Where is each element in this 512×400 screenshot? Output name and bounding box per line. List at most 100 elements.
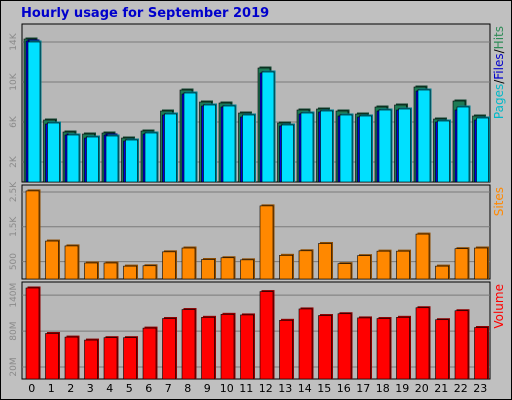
bar-pages-2 [66, 134, 80, 183]
y-tick-label-0-2: 10K [9, 72, 19, 90]
x-tick-label-15: 15 [317, 382, 331, 395]
y-tick-label-2-1: 80M [9, 321, 19, 340]
bar-sites-0 [25, 190, 40, 280]
bar-volume-7 [162, 318, 176, 380]
legend-0: Pages/Files/Hits [492, 26, 506, 119]
bar-volume-14 [298, 308, 313, 380]
bar-pages-23 [476, 117, 489, 183]
bar-pages-4 [105, 135, 119, 183]
bar-sites-2 [64, 245, 79, 280]
bar-volume-16 [337, 313, 352, 380]
bar-volume-8 [181, 309, 196, 380]
bar-sites-16 [337, 263, 352, 280]
bar-sites-20 [415, 233, 430, 280]
plot-area-2 [21, 281, 491, 380]
bar-sites-22 [454, 248, 469, 280]
bar-pages-5 [125, 139, 138, 183]
y-tick-label-2-0: 20M [9, 357, 19, 376]
x-tick-label-19: 19 [395, 382, 409, 395]
y-tick-label-0-1: 6K [9, 115, 19, 128]
bar-sites-1 [45, 240, 59, 280]
bar-sites-11 [240, 259, 254, 280]
chart-title: Hourly usage for September 2019 [21, 6, 270, 21]
bar-volume-4 [103, 337, 118, 380]
legend-2: Volume [492, 284, 506, 329]
x-tick-label-16: 16 [337, 382, 351, 395]
bar-pages-21 [437, 120, 450, 183]
y-tick-label-2-2: 140M [9, 283, 19, 308]
x-tick-label-8: 8 [184, 382, 191, 395]
y-tick-label-0-0: 2K [9, 155, 19, 168]
x-tick-label-5: 5 [126, 382, 133, 395]
bar-sites-18 [376, 250, 391, 280]
bar-pages-22 [456, 106, 470, 183]
bar-volume-5 [123, 337, 137, 380]
bar-sites-15 [318, 243, 332, 280]
bar-volume-12 [259, 291, 274, 380]
legend-entry-0-0: Pages [492, 84, 506, 119]
bar-pages-18 [378, 109, 392, 183]
bar-volume-11 [240, 314, 254, 380]
bar-volume-19 [396, 317, 410, 380]
x-tick-label-6: 6 [145, 382, 152, 395]
bar-volume-15 [318, 315, 332, 380]
legend-entry-0-2: Files [492, 53, 506, 79]
bar-volume-17 [357, 317, 371, 380]
bar-pages-16 [339, 114, 353, 183]
plot-area-1 [21, 184, 491, 280]
x-tick-label-4: 4 [106, 382, 113, 395]
bar-pages-14 [300, 112, 314, 183]
y-tick-label-1-2: 2.5K [9, 181, 19, 202]
bar-pages-6 [144, 132, 158, 183]
x-tick-label-10: 10 [220, 382, 234, 395]
y-tick-label-1-1: 1.5K [9, 216, 19, 237]
legend-entry-1-0: Sites [492, 187, 506, 216]
legend-entry-2-0: Volume [492, 284, 506, 329]
bar-volume-18 [376, 318, 391, 380]
bar-pages-17 [359, 115, 372, 183]
bar-pages-11 [242, 114, 255, 183]
bar-volume-22 [454, 310, 469, 380]
legend-entry-0-1: / [492, 79, 506, 84]
bar-volume-2 [64, 336, 79, 380]
x-tick-label-7: 7 [165, 382, 172, 395]
bar-volume-13 [279, 320, 293, 380]
x-tick-label-21: 21 [434, 382, 448, 395]
bar-volume-9 [201, 317, 215, 380]
bar-pages-13 [281, 124, 294, 183]
bar-volume-3 [84, 339, 98, 380]
bar-pages-12 [261, 71, 275, 183]
bar-sites-10 [220, 257, 235, 280]
x-tick-label-1: 1 [48, 382, 55, 395]
bar-pages-10 [222, 105, 236, 183]
bar-pages-20 [417, 89, 431, 183]
x-tick-label-0: 0 [28, 382, 35, 395]
bar-sites-14 [298, 250, 313, 280]
bar-pages-0 [27, 41, 41, 183]
bar-sites-6 [142, 265, 157, 280]
bar-sites-13 [279, 255, 293, 280]
bar-volume-6 [142, 327, 157, 380]
x-tick-label-12: 12 [259, 382, 273, 395]
bar-sites-9 [201, 259, 215, 280]
bar-volume-23 [474, 327, 488, 380]
bar-pages-9 [203, 104, 216, 183]
bar-sites-7 [162, 251, 176, 280]
bar-sites-12 [259, 205, 274, 280]
bar-pages-7 [164, 113, 177, 183]
x-tick-label-23: 23 [473, 382, 487, 395]
bar-sites-8 [181, 247, 196, 280]
bar-sites-4 [103, 262, 118, 280]
bar-volume-20 [415, 307, 430, 380]
bar-pages-8 [183, 92, 197, 183]
bar-pages-3 [86, 136, 99, 183]
bar-sites-23 [474, 247, 488, 280]
bar-sites-3 [84, 262, 98, 280]
x-tick-label-17: 17 [356, 382, 370, 395]
bar-sites-19 [396, 250, 410, 280]
bar-pages-1 [47, 122, 60, 183]
y-tick-label-0-3: 14K [9, 32, 19, 50]
bar-sites-17 [357, 255, 371, 280]
bar-sites-21 [435, 265, 449, 280]
